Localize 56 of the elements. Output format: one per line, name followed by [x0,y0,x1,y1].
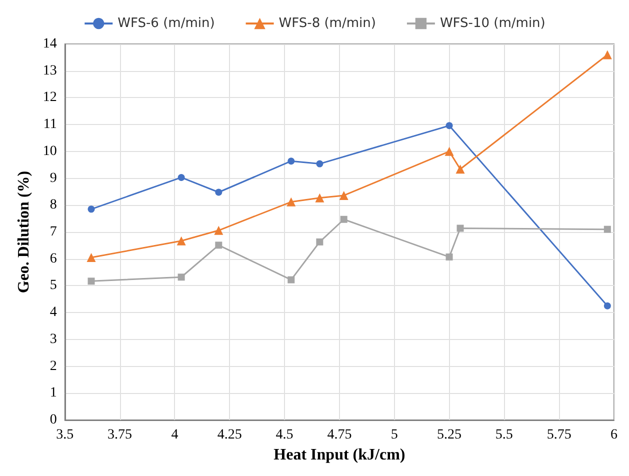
point [339,190,348,200]
point [88,278,95,285]
x-tick-label: 4.75 [327,428,352,442]
point [288,158,295,165]
y-tick-label: 13 [42,63,57,78]
legend-label: WFS-6 (m/min) [118,16,215,31]
point [215,242,222,249]
point [178,274,185,281]
y-axis-title: Geo. Dilution (%) [16,170,32,294]
point [456,164,465,174]
point [340,216,348,223]
legend-label: WFS-10 (m/min) [440,16,546,31]
point [446,122,453,130]
y-tick-label: 0 [50,412,57,428]
x-tick-label: 4.5 [276,428,294,442]
y-tick-label: 12 [42,90,57,106]
y-tick-label: 11 [43,117,57,132]
point [316,238,324,246]
point [604,302,611,310]
x-tick-label: 5.75 [546,428,572,442]
y-tick-label: 4 [50,305,57,320]
y-tick-label: 2 [50,358,57,374]
point [178,174,185,181]
y-tick-label: 3 [50,332,57,347]
point [456,224,464,232]
y-tick-label: 1 [50,386,57,401]
y-tick-label: 10 [42,144,57,159]
x-axis-title: Heat Input (kJ/cm) [274,446,406,464]
x-tick-label: 3.75 [108,428,132,442]
x-tick-label: 4 [171,428,178,442]
x-tick-label: 6 [610,428,618,442]
point [176,236,186,246]
point [446,253,453,260]
x-tick-label: 5.25 [437,428,462,442]
legend-label: WFS-8 (m/min) [278,16,376,31]
y-tick-label: 8 [50,198,57,213]
point [88,206,95,213]
point [286,197,296,206]
point [602,50,612,60]
x-tick-label: 4.25 [217,428,242,442]
point [604,226,611,233]
x-tick-label: 5.5 [495,428,513,442]
point [315,193,324,202]
point [214,226,224,235]
y-tick-label: 7 [50,224,57,240]
point [444,146,454,156]
y-tick-label: 5 [50,278,57,294]
y-tick-label: 6 [50,251,57,266]
y-tick-label: 9 [50,170,57,186]
point [86,253,96,262]
point [215,188,222,196]
x-tick-label: 3.5 [56,428,74,442]
y-tick-label: 14 [42,36,57,52]
point [316,160,324,168]
x-tick-label: 5 [390,428,398,442]
point [288,276,295,284]
